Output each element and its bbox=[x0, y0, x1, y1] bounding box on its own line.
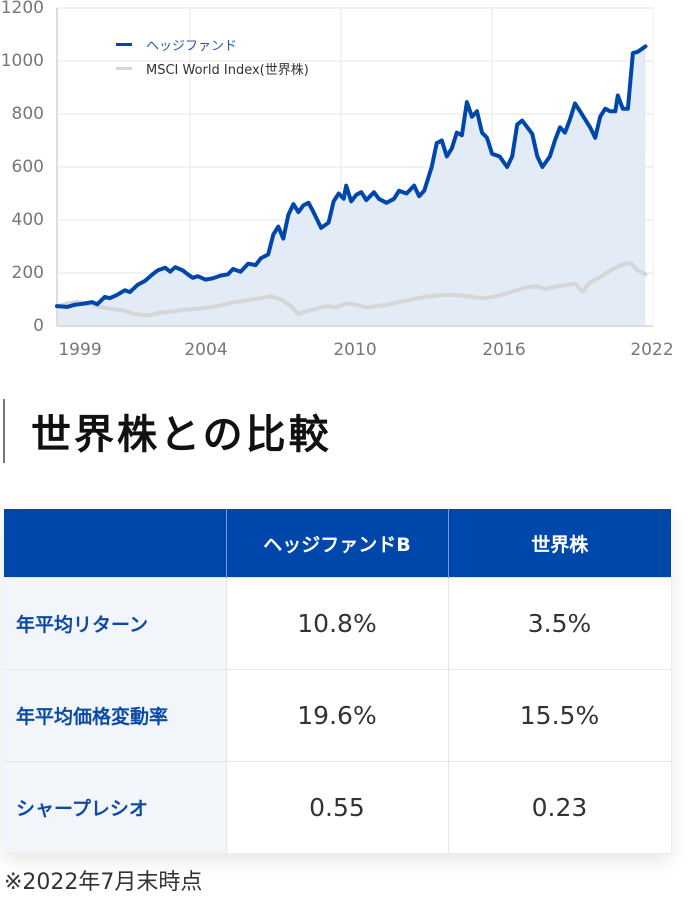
chart-legend: ヘッジファンド MSCI World Index(世界株) bbox=[116, 32, 309, 80]
chart-canvas bbox=[55, 7, 654, 327]
row-label-volatility: 年平均価格変動率 bbox=[4, 669, 227, 762]
table-row: 年平均価格変動率 19.6% 15.5% bbox=[4, 669, 672, 762]
hedge-fund-line bbox=[55, 44, 648, 309]
y-tick-400: 400 bbox=[11, 210, 44, 230]
y-tick-200: 200 bbox=[11, 263, 44, 283]
y-tick-800: 800 bbox=[11, 104, 44, 124]
header-hedge-fund-b: ヘッジファンドB bbox=[226, 509, 449, 578]
y-tick-600: 600 bbox=[11, 157, 44, 177]
y-tick-1200: 1200 bbox=[0, 0, 44, 18]
page-title: 世界株との比較 bbox=[31, 411, 332, 458]
x-tick-2022: 2022 bbox=[630, 340, 674, 360]
table-row: シャープレシオ 0.55 0.23 bbox=[4, 761, 672, 854]
cell-hedge-volatility: 19.6% bbox=[226, 669, 449, 762]
performance-chart: 1200 1000 800 600 400 200 0 1999 2004 20… bbox=[0, 0, 700, 370]
table-row: 年平均リターン 10.8% 3.5% bbox=[4, 577, 672, 670]
y-tick-1000: 1000 bbox=[0, 51, 44, 71]
as-of-footnote: ※2022年7月末時点 bbox=[4, 870, 203, 895]
cell-world-sharpe-ratio: 0.23 bbox=[448, 761, 672, 854]
x-tick-2004: 2004 bbox=[184, 340, 228, 360]
legend-item-hedge-fund[interactable]: ヘッジファンド bbox=[116, 32, 309, 56]
x-tick-2016: 2016 bbox=[482, 340, 526, 360]
cell-hedge-sharpe-ratio: 0.55 bbox=[226, 761, 449, 854]
cell-world-volatility: 15.5% bbox=[448, 669, 672, 762]
y-tick-0: 0 bbox=[33, 316, 44, 336]
msci-line bbox=[55, 260, 648, 318]
legend-swatch-hedge-fund-icon bbox=[116, 42, 132, 46]
header-world-stocks: 世界株 bbox=[448, 509, 671, 578]
cell-world-annual-return: 3.5% bbox=[448, 577, 672, 670]
x-tick-1999: 1999 bbox=[58, 340, 102, 360]
row-label-annual-return: 年平均リターン bbox=[4, 577, 227, 670]
section-heading: 世界株との比較 bbox=[0, 398, 332, 464]
row-label-sharpe-ratio: シャープレシオ bbox=[4, 761, 227, 854]
x-tick-2010: 2010 bbox=[333, 340, 377, 360]
heading-accent-bar bbox=[3, 399, 5, 463]
legend-label-msci: MSCI World Index(世界株) bbox=[146, 62, 309, 78]
table-header-row: ヘッジファンドB 世界株 bbox=[4, 509, 671, 578]
comparison-table: ヘッジファンドB 世界株 年平均リターン 10.8% 3.5% 年平均価格変動率… bbox=[4, 509, 672, 854]
cell-hedge-annual-return: 10.8% bbox=[226, 577, 449, 670]
legend-label-hedge-fund: ヘッジファンド bbox=[146, 38, 238, 54]
hedge-fund-area bbox=[57, 46, 646, 327]
legend-swatch-msci-icon bbox=[116, 66, 132, 70]
header-empty bbox=[4, 509, 227, 578]
legend-item-msci[interactable]: MSCI World Index(世界株) bbox=[116, 56, 309, 80]
